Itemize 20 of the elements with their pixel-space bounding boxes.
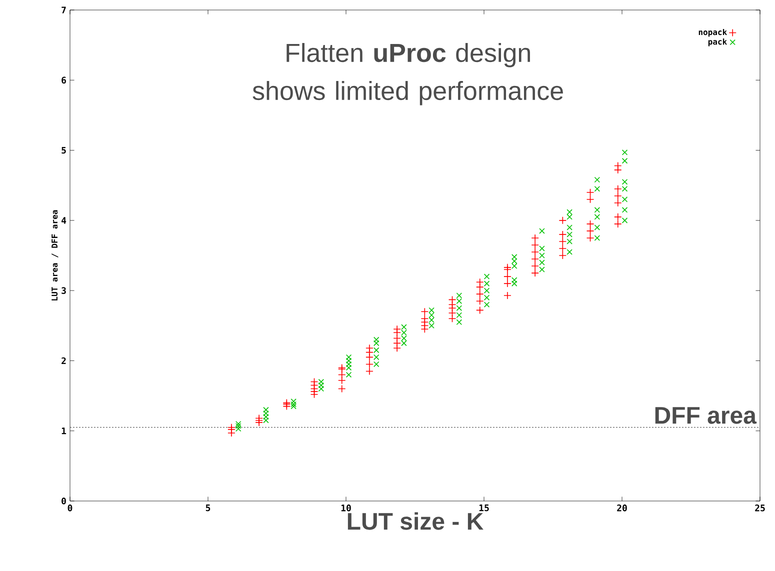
x-tick-label: 0 — [68, 504, 72, 512]
legend-label: pack — [708, 38, 727, 46]
legend-label: nopack — [698, 28, 727, 37]
x-tick-label: 25 — [755, 504, 765, 512]
y-tick-label: 3 — [62, 287, 66, 294]
x-tick-label: 20 — [617, 504, 627, 512]
y-tick-label: 1 — [62, 428, 66, 434]
y-axis-title: LUT area / DFF area — [52, 210, 58, 300]
annotation: Flatten uProc design shows limited performance — [252, 43, 563, 106]
x-tick-label: 5 — [206, 504, 210, 512]
y-tick-label: 0 — [62, 498, 66, 504]
y-tick-label: 4 — [62, 217, 66, 224]
ref-line-label: DFF area — [655, 407, 757, 424]
x-axis-title: LUT size - K — [348, 512, 484, 530]
y-tick-label: 5 — [62, 146, 66, 154]
y-tick-label: 2 — [62, 357, 66, 364]
x-tick-label: 10 — [341, 504, 351, 512]
y-tick-label: 6 — [62, 76, 66, 84]
y-tick-label: 7 — [62, 6, 66, 14]
x-tick-label: 15 — [479, 504, 489, 512]
